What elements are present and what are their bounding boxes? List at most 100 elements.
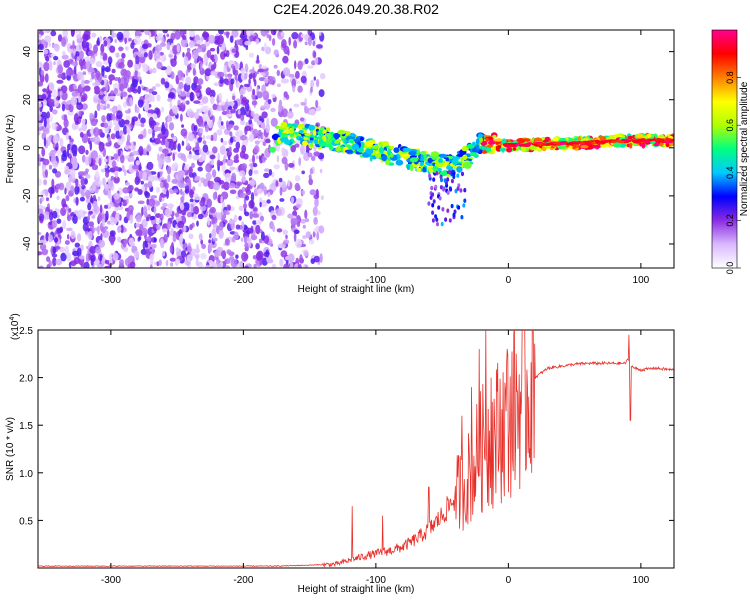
spectrogram-cell — [38, 81, 44, 87]
spectrogram-cell — [231, 64, 235, 69]
spectrogram-cell — [226, 204, 231, 210]
spectrogram-cell — [251, 100, 258, 106]
spectrogram-signal-cell — [516, 138, 526, 144]
spectrogram-cell — [68, 135, 72, 140]
spectrogram-cell — [192, 67, 196, 76]
spectrogram-tail-cell — [431, 210, 435, 215]
spectrogram-cell — [216, 94, 220, 105]
colorbar-tick-label: 0.6 — [725, 119, 735, 132]
spectrogram-cell — [265, 249, 270, 258]
spectrogram-signal-cell — [335, 146, 342, 152]
spectrogram-cell — [223, 155, 226, 165]
spectrogram-cell — [255, 59, 260, 64]
spectrogram-cell — [151, 95, 155, 103]
spectrogram-cell — [202, 96, 209, 104]
spectrogram-cell — [105, 210, 109, 221]
spectrogram-tail-cell — [430, 185, 434, 191]
spectrogram-cell — [246, 30, 252, 37]
spectrogram-cell — [271, 171, 275, 178]
spectrogram-signal-cell — [636, 133, 644, 139]
spectrogram-signal-cell — [308, 124, 316, 131]
spectrogram-cell — [200, 43, 207, 53]
spectrogram-cell — [161, 250, 166, 257]
spectrogram-cell — [313, 151, 321, 157]
spectrogram-cell — [252, 88, 256, 96]
spectrogram-cell — [91, 225, 95, 234]
spectrogram-cell — [124, 181, 131, 186]
spectrogram-cell — [151, 243, 157, 249]
spectrogram-signal-cell — [475, 144, 480, 151]
spectrogram-cell — [143, 183, 149, 188]
spectrogram-cell — [64, 240, 70, 245]
spectrogram-cell — [308, 239, 315, 245]
spectrogram-cell — [197, 166, 203, 172]
spectrogram-cell — [157, 171, 161, 179]
spectrogram-cell — [147, 113, 153, 118]
spectrogram-cell — [90, 127, 94, 137]
spectrogram-signal-cell — [629, 142, 633, 149]
spectrogram-cell — [225, 211, 230, 215]
spectrogram-cell — [61, 37, 67, 47]
spectrogram-cell — [189, 30, 196, 38]
spectrogram-cell — [38, 204, 44, 210]
spectrogram-cell — [202, 134, 206, 142]
x-tick-label: 0 — [506, 575, 512, 586]
spectrogram-cell — [166, 182, 169, 189]
spectrogram-cell — [60, 207, 67, 217]
spectrogram-tail-cell — [457, 205, 461, 210]
spectrogram-cell — [208, 239, 212, 244]
spectrogram-tail-cell — [450, 203, 454, 209]
spectrogram-cell — [297, 60, 303, 70]
spectrogram-cell — [154, 137, 161, 145]
spectrogram-cell — [85, 197, 92, 204]
spectrogram-cell — [66, 148, 70, 157]
spectrogram-cell — [228, 182, 236, 189]
spectrogram-cell — [109, 79, 112, 85]
spectrogram-cell — [73, 113, 79, 124]
spectrogram-cell — [156, 94, 161, 102]
spectrogram-cell — [38, 102, 43, 108]
spectrogram-cell — [157, 153, 160, 162]
spectrogram-cell — [187, 133, 195, 142]
spectrogram-cell — [43, 117, 47, 128]
colorbar-label: Normalized spectral amplitude — [739, 81, 750, 216]
spectrogram-cell — [186, 211, 193, 218]
spectrogram-cell — [57, 64, 63, 75]
spectrogram-cell — [70, 169, 76, 179]
spectrogram-cell — [226, 31, 230, 39]
spectrogram-core-cell — [595, 140, 601, 144]
spectrogram-cell — [238, 215, 242, 221]
spectrogram-cell — [265, 123, 271, 133]
spectrogram-cell — [161, 125, 166, 135]
spectrogram-cell — [106, 113, 111, 122]
spectrogram-cell — [88, 221, 94, 228]
spectrogram-cell — [255, 252, 262, 261]
spectrogram-cell — [90, 118, 98, 127]
spectrogram-signal-cell — [299, 130, 304, 134]
spectrogram-cell — [100, 43, 105, 54]
spectrogram-cell — [87, 202, 92, 211]
spectrogram-cell — [267, 99, 272, 105]
spectrogram-signal-cell — [387, 149, 392, 156]
spectrogram-cell — [228, 106, 233, 110]
spectrogram-cell — [301, 170, 306, 175]
spectrogram-cell — [49, 191, 53, 199]
spectrogram-tail-cell — [463, 188, 467, 193]
x-tick-label: -100 — [366, 575, 386, 586]
spectrogram-cell — [193, 125, 198, 132]
colorbar: 0.0 0.2 0.4 0.6 0.8 Normalized spectral ampl… — [711, 29, 750, 274]
spectrogram-signal-cell — [512, 147, 517, 151]
spectrogram-cell — [318, 225, 325, 234]
spectrogram-cell — [253, 169, 259, 175]
spectrogram-signal-cell — [451, 158, 458, 165]
spectrogram-cell — [261, 240, 265, 244]
spectrogram-cell — [134, 176, 140, 186]
spectrogram-cell — [38, 208, 44, 215]
colorbar-gradient — [712, 30, 737, 268]
spectrogram-cell — [260, 30, 268, 37]
spectrogram-cell — [137, 85, 142, 95]
spectrogram-cell — [300, 218, 307, 224]
spectrogram-cell — [204, 265, 211, 268]
spectrogram-cell — [166, 229, 170, 238]
spectrogram-cell — [259, 201, 262, 208]
